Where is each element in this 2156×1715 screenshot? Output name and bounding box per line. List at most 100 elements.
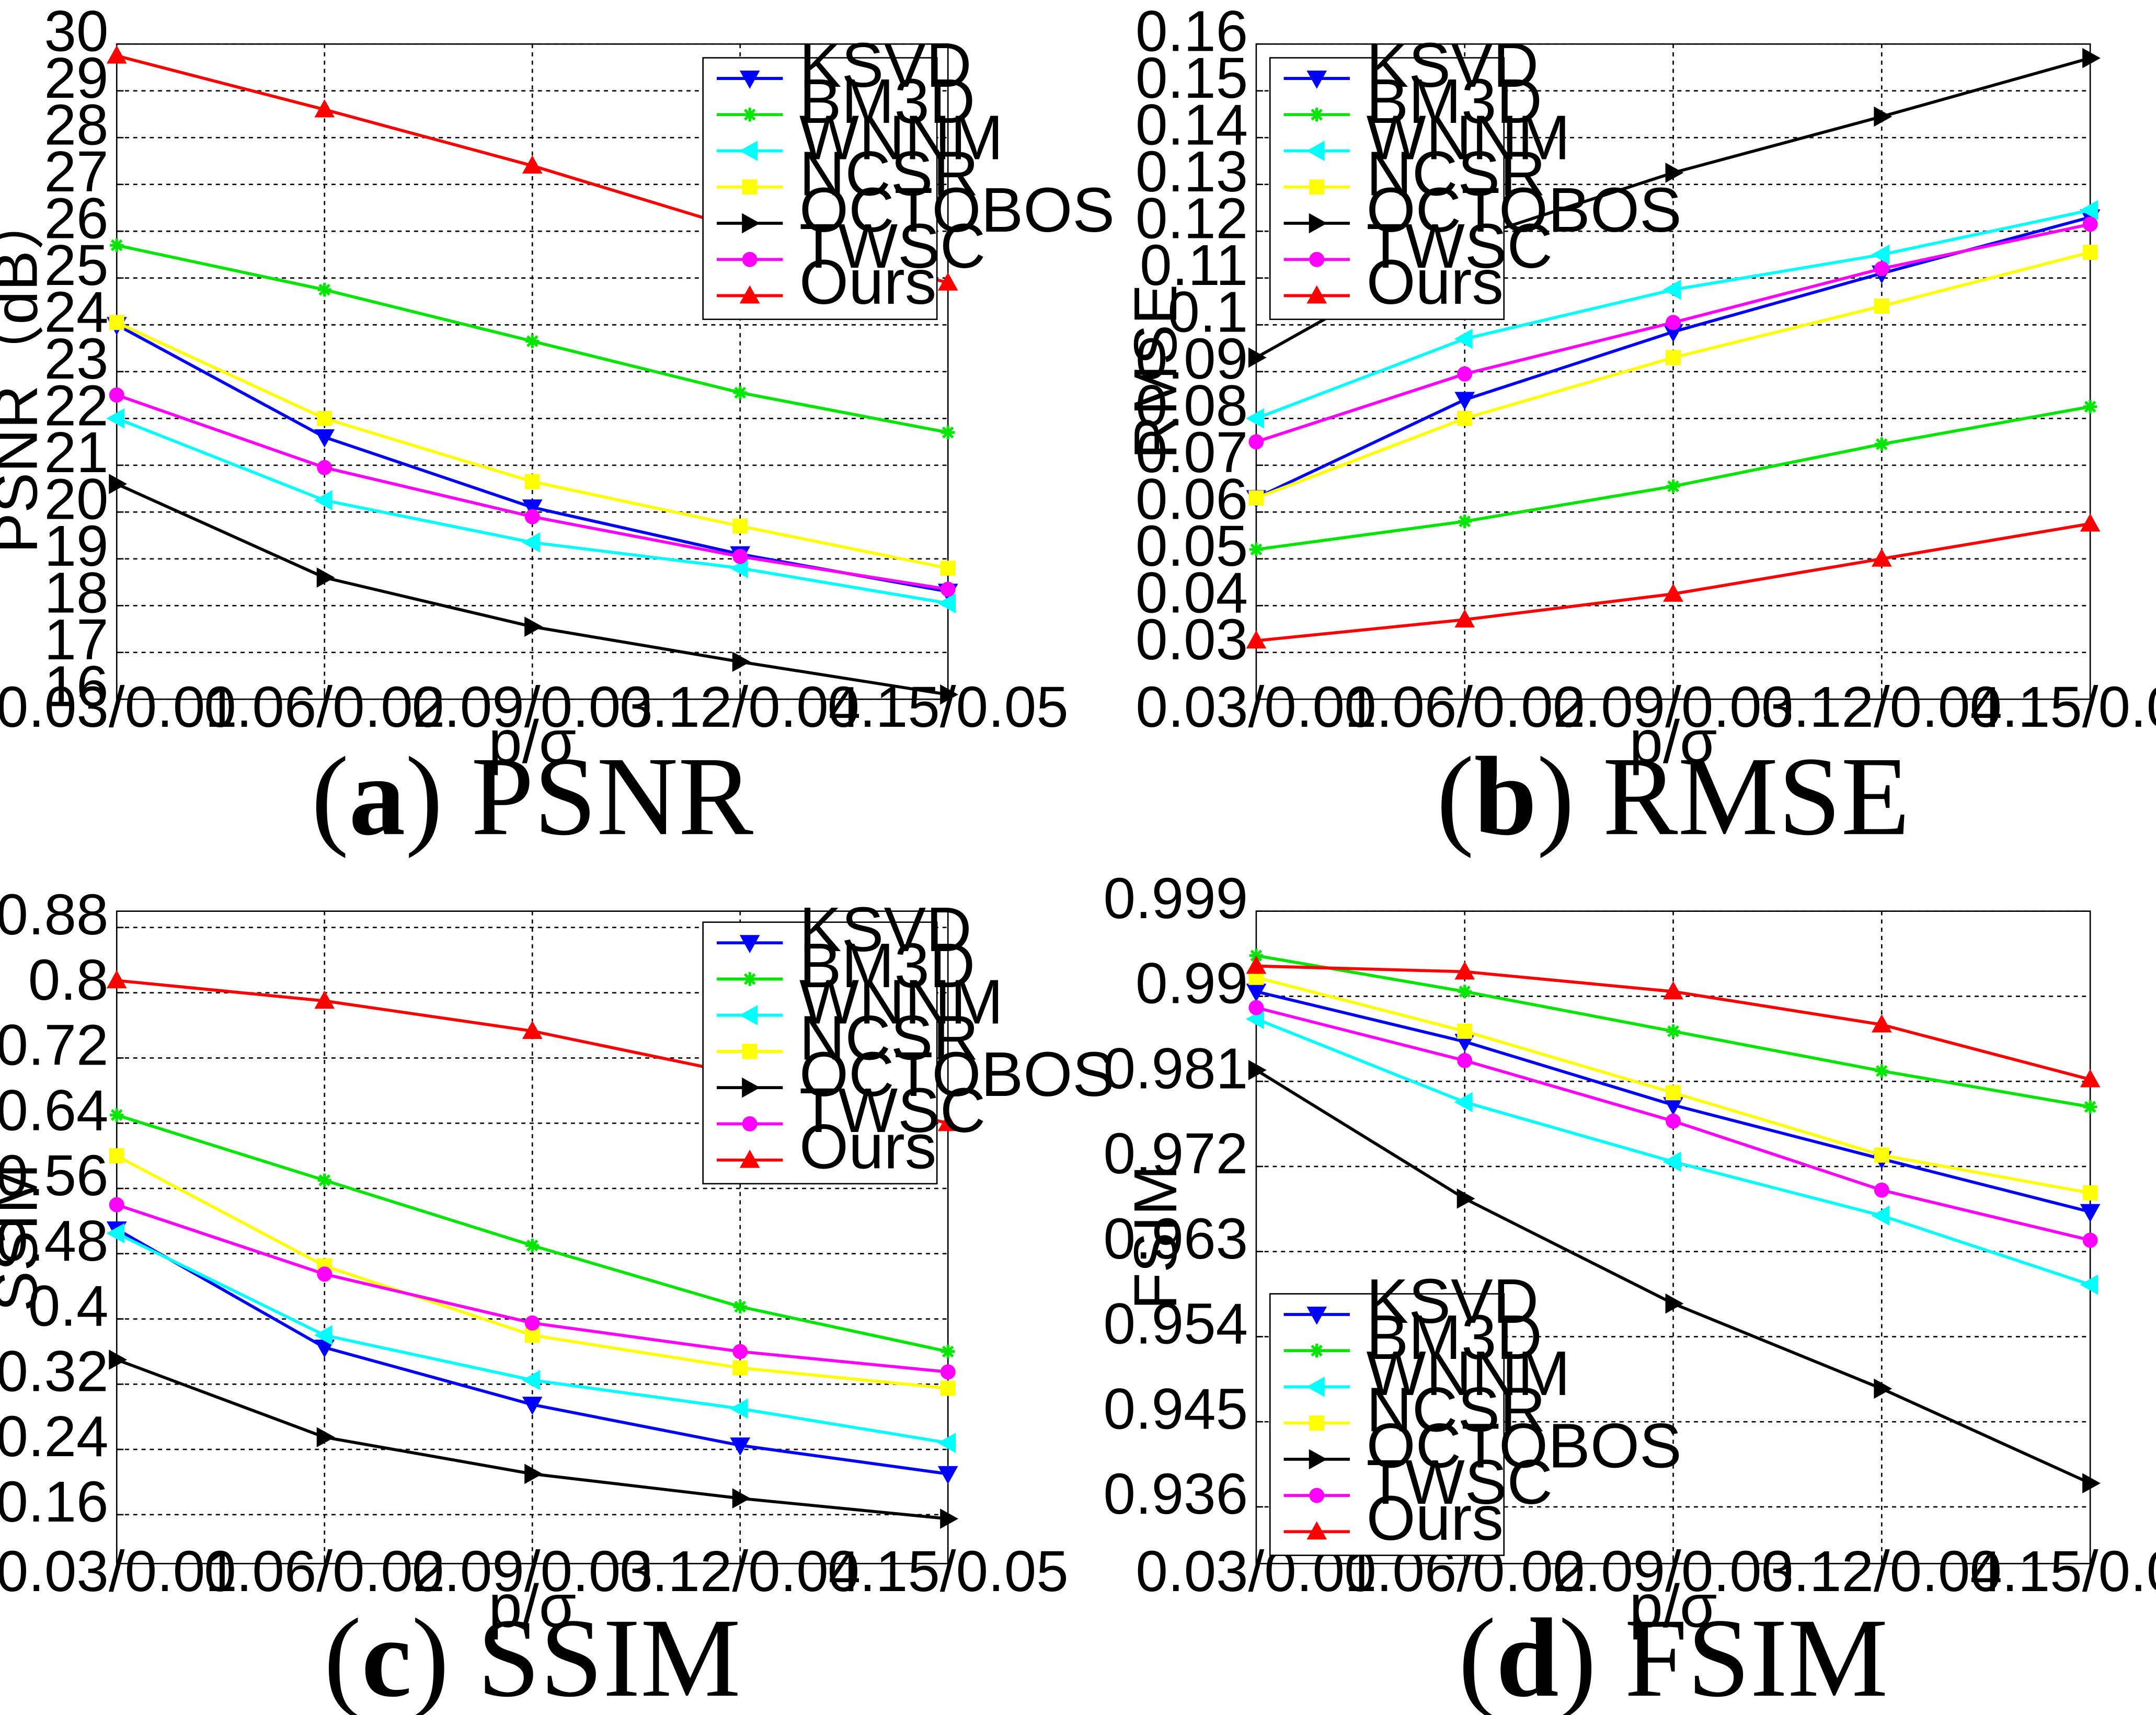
legend-label: TWSC [799, 210, 985, 281]
chart-panel-c: 0.160.240.320.40.480.560.640.720.80.88 0.… [0, 883, 1115, 1715]
caption-letter: b [1474, 734, 1537, 859]
legend-marker [1306, 71, 1327, 89]
data-point [1871, 1014, 1892, 1033]
series-ours [1246, 955, 2101, 1088]
legend-label: TWSC [1366, 1446, 1552, 1517]
legend-label: WNNM [1366, 101, 1570, 173]
x-tick-label: 0.12/0.04 [1761, 675, 2002, 739]
data-point [1248, 1000, 1264, 1015]
legend-marker [742, 179, 758, 195]
y-tick-label: 0.963 [1103, 1207, 1248, 1271]
y-tick-label: 0.08 [1136, 373, 1248, 438]
data-point [1666, 350, 1681, 365]
x-tick-label: 0.03/0.01 [1136, 675, 1377, 739]
data-point [522, 1370, 541, 1390]
legend-label: OCTOBOS [1366, 174, 1681, 245]
data-point [1663, 981, 1683, 1000]
x-axis-label: p/σ [488, 1572, 576, 1640]
data-point [937, 1433, 956, 1453]
legend-marker [1306, 1306, 1327, 1325]
legend-entry: BM3D [716, 930, 975, 1001]
y-tick-label: 0.06 [1136, 467, 1248, 531]
series-ncsr [1248, 245, 2098, 506]
series-wnnm [106, 1223, 956, 1453]
caption-text: RMSE [1603, 734, 1910, 859]
legend-marker [1309, 1449, 1327, 1470]
y-tick-label: 22 [44, 373, 108, 438]
data-point [314, 1325, 332, 1346]
y-tick-label: 0.954 [1103, 1292, 1248, 1356]
data-point [109, 1350, 128, 1370]
legend-entry: KSVD [1283, 1265, 1539, 1336]
legend-entry: NCSR [716, 138, 979, 209]
legend-entry: TWSC [716, 1074, 985, 1146]
legend-marker [742, 1044, 758, 1059]
y-axis-label: SSIM [0, 1163, 50, 1311]
data-point [522, 155, 543, 174]
data-point [1454, 392, 1475, 410]
y-tick-label: 0.11 [1140, 233, 1248, 298]
data-point [524, 1464, 543, 1484]
chart-panel-b: 0.030.040.050.060.070.080.090.10.110.120… [1121, 0, 2156, 859]
data-point [525, 334, 540, 348]
data-point [1248, 434, 1264, 450]
legend-entry: BM3D [716, 65, 975, 136]
data-point [1454, 1092, 1473, 1113]
data-point [317, 460, 332, 475]
data-point [732, 1360, 748, 1376]
legend-label: WNNM [799, 101, 1003, 173]
data-point [314, 490, 332, 511]
legend-marker [1310, 1344, 1324, 1358]
legend-label: Ours [799, 1111, 936, 1182]
data-point [1454, 961, 1475, 980]
data-point [1248, 1060, 1267, 1080]
y-tick-label: 0.936 [1103, 1462, 1248, 1526]
series-octobos [109, 1350, 959, 1529]
data-point [1248, 347, 1267, 368]
y-tick-label: 0.999 [1103, 866, 1248, 931]
legend-label: BM3D [799, 930, 975, 1001]
legend-marker [739, 1005, 758, 1026]
y-tick-label: 0.972 [1103, 1122, 1248, 1186]
series-wnnm [1246, 200, 2098, 429]
data-point [110, 238, 124, 253]
data-point [2080, 1274, 2098, 1295]
x-tick-label: 0.12/0.04 [1761, 1539, 2002, 1604]
data-point [1457, 1053, 1473, 1068]
data-point [730, 1437, 751, 1456]
data-point [1665, 1293, 1684, 1314]
legend-label: OCTOBOS [799, 174, 1115, 245]
y-tick-label: 0.03 [1136, 608, 1248, 672]
data-point [937, 1113, 958, 1131]
y-tick-label: 16 [44, 654, 108, 718]
caption-close-paren: ) [1537, 734, 1603, 859]
legend-marker [1306, 285, 1327, 304]
data-point [1246, 955, 1267, 974]
legend-entry: Ours [1283, 246, 1504, 317]
data-point [1875, 437, 1889, 451]
y-tick-label: 0.13 [1136, 140, 1248, 204]
data-point [2080, 1204, 2101, 1222]
legend-label: BM3D [1366, 65, 1542, 136]
y-tick-label: 0.72 [0, 1013, 108, 1078]
data-point [937, 1466, 958, 1484]
series-twsc [1248, 216, 2098, 450]
y-tick-label: 29 [44, 46, 108, 110]
series-bm3d [110, 1108, 955, 1359]
x-tick-label: 0.09/0.03 [1553, 1539, 1794, 1604]
legend-label: Ours [1366, 1482, 1503, 1553]
data-point [1871, 244, 1890, 265]
panel-caption: (c) SSIM [324, 1595, 741, 1715]
data-point [2080, 1069, 2101, 1088]
x-tick-label: 0.09/0.03 [412, 1539, 653, 1604]
x-tick-label: 0.03/0.01 [0, 1539, 237, 1604]
legend-marker [1309, 1488, 1325, 1503]
y-tick-label: 0.12 [1136, 186, 1248, 250]
data-point [1871, 1205, 1890, 1226]
legend-entry: KSVD [1283, 29, 1539, 100]
caption-close-paren: ) [1559, 1595, 1625, 1715]
data-point [2082, 1473, 2101, 1494]
data-point [1666, 1024, 1680, 1038]
